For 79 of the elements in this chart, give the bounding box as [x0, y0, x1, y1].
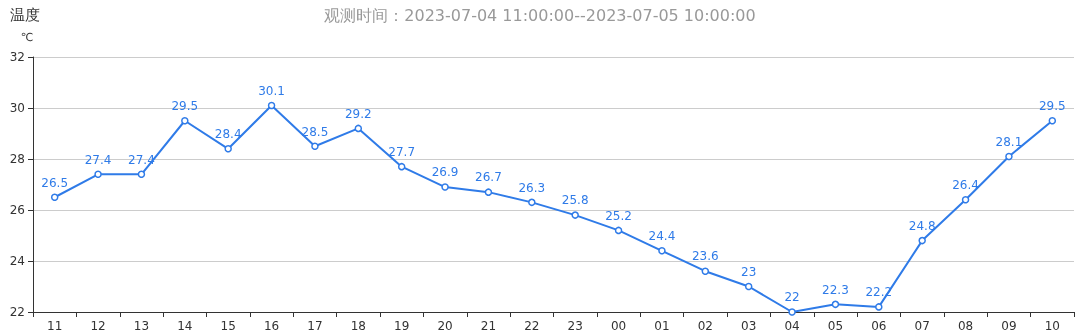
data-label: 26.5 [41, 175, 69, 190]
x-tick-label: 10 [1044, 319, 1060, 333]
x-tick-label: 23 [567, 319, 583, 333]
data-label: 29.5 [1038, 99, 1066, 113]
point [397, 162, 406, 171]
x-tick-label: 00 [610, 319, 627, 333]
data-label: 28.5 [301, 124, 329, 139]
point [267, 101, 276, 110]
chart-subtitle: 观测时间：2023-07-04 11:00:00--2023-07-05 10:00:00 [324, 5, 756, 25]
point [50, 193, 59, 201]
x-tick-label: 01 [654, 319, 670, 333]
y-axis-title: ℃ [20, 31, 33, 44]
data-label: 24.8 [908, 218, 936, 233]
x-tick-label: 19 [394, 319, 410, 333]
point [354, 124, 363, 133]
point [311, 142, 319, 150]
x-tick-label: 22 [524, 319, 540, 333]
point [614, 226, 623, 235]
data-label: 23 [741, 264, 757, 279]
x-tick-label: 08 [957, 319, 974, 333]
data-label: 25.8 [561, 193, 589, 208]
point [484, 188, 493, 196]
data-label: 23.6 [691, 249, 719, 264]
y-tick-label: 24 [9, 254, 25, 268]
point [528, 198, 536, 207]
x-tick-label: 05 [827, 319, 844, 333]
x-tick-label: 18 [350, 319, 366, 333]
data-label: 26.7 [475, 170, 502, 185]
y-tick-label: 30 [9, 101, 25, 115]
data-label: 27.7 [388, 144, 416, 159]
chart-title: 温度 [10, 5, 40, 24]
x-tick-label: 03 [741, 319, 757, 333]
point [831, 300, 840, 309]
data-label: 25.2 [605, 208, 632, 223]
x-tick-label: 06 [871, 319, 887, 333]
data-label: 26.9 [431, 165, 459, 180]
point [744, 282, 753, 291]
data-label: 26.4 [952, 178, 979, 193]
y-tick-label: 28 [9, 152, 25, 166]
data-label: 29.2 [344, 106, 372, 121]
y-tick-label: 22 [9, 305, 25, 319]
data-label: 28.1 [995, 134, 1023, 149]
data-label: 29.5 [171, 99, 199, 113]
point [918, 236, 926, 245]
point [137, 170, 146, 179]
point [571, 211, 579, 219]
data-label: 26.3 [518, 180, 546, 195]
x-tick-label: 20 [437, 319, 453, 333]
x-tick-label: 11 [47, 319, 63, 333]
x-tick-label: 07 [914, 319, 930, 333]
x-tick-label: 21 [480, 319, 497, 333]
point [181, 117, 189, 125]
point [961, 196, 970, 204]
point [875, 303, 883, 311]
x-tick-label: 16 [263, 319, 280, 333]
point [788, 308, 796, 316]
point [94, 170, 102, 179]
data-label: 30.1 [258, 83, 285, 98]
x-tick-label: 13 [133, 319, 150, 333]
x-tick-label: 12 [90, 319, 106, 333]
x-tick-label: 04 [784, 319, 800, 333]
point [224, 145, 232, 153]
point [1005, 152, 1013, 161]
point [658, 247, 666, 255]
data-label: 22 [784, 290, 800, 305]
data-label: 24.4 [648, 229, 676, 244]
y-tick-label: 26 [9, 203, 25, 217]
point [701, 267, 710, 275]
y-tick-label: 32 [9, 50, 25, 64]
x-tick-label: 09 [1001, 319, 1017, 333]
data-label: 27.4 [84, 152, 112, 167]
point [1048, 117, 1057, 125]
x-tick-label: 14 [177, 319, 193, 333]
data-label: 22.3 [822, 282, 849, 297]
x-tick-label: 15 [220, 319, 236, 333]
x-tick-label: 17 [307, 319, 323, 333]
point [441, 183, 449, 191]
data-label: 28.4 [214, 127, 242, 142]
x-tick-label: 02 [697, 319, 713, 333]
